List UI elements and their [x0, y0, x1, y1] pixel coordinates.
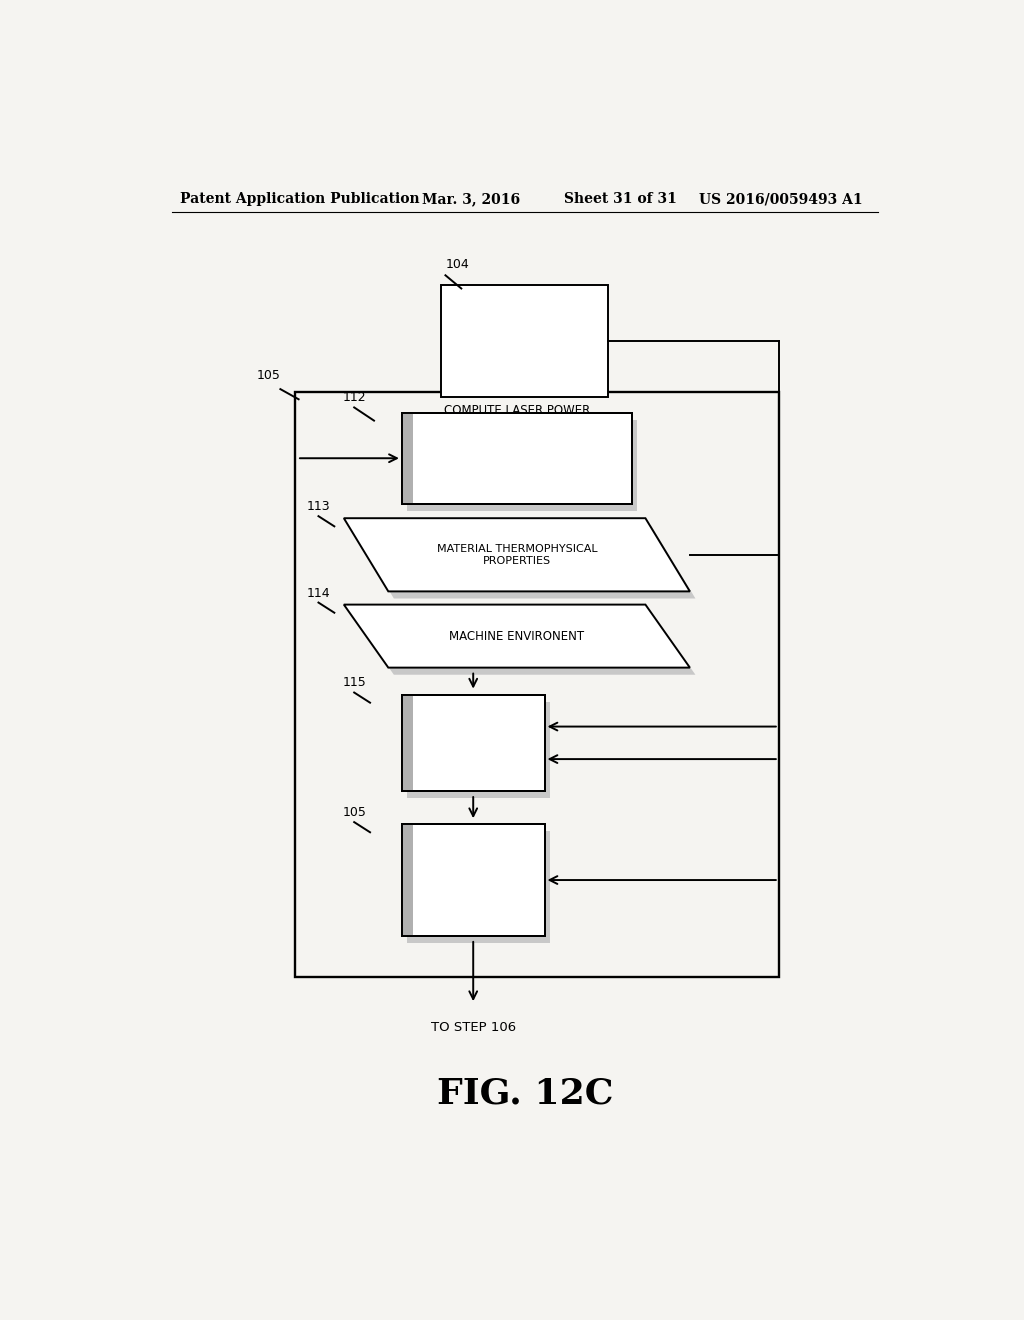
- Polygon shape: [344, 605, 690, 668]
- Text: ESTIMATE
REQUIRED
LASER
POWER: ESTIMATE REQUIRED LASER POWER: [449, 851, 510, 909]
- Text: Mar. 3, 2016: Mar. 3, 2016: [422, 191, 520, 206]
- Polygon shape: [349, 525, 695, 598]
- Text: COMPUTE LASER POWER: COMPUTE LASER POWER: [443, 404, 590, 417]
- Text: 104: 104: [445, 259, 469, 271]
- Bar: [408, 832, 550, 942]
- Bar: [401, 824, 413, 936]
- Bar: [441, 285, 608, 397]
- Text: Sheet 31 of 31: Sheet 31 of 31: [564, 191, 677, 206]
- Text: FIG. 12C: FIG. 12C: [436, 1077, 613, 1110]
- Bar: [295, 392, 779, 977]
- Bar: [401, 694, 545, 791]
- Text: COMPUTE
GEOMETRY
FACTOR: COMPUTE GEOMETRY FACTOR: [493, 319, 557, 363]
- Bar: [401, 694, 545, 791]
- Bar: [401, 413, 632, 504]
- Text: 112: 112: [342, 391, 366, 404]
- Bar: [408, 420, 638, 511]
- Text: MACHINE ENVIRONENT: MACHINE ENVIRONENT: [450, 630, 585, 643]
- Text: TO STEP 106: TO STEP 106: [431, 1020, 516, 1034]
- Text: US 2016/0059493 A1: US 2016/0059493 A1: [699, 191, 863, 206]
- Text: 114: 114: [306, 586, 330, 599]
- Text: 105: 105: [342, 807, 367, 818]
- Text: COMPUTE
ENERGY
BALANCE: COMPUTE ENERGY BALANCE: [451, 721, 509, 764]
- Polygon shape: [349, 611, 695, 675]
- Bar: [401, 824, 545, 936]
- Text: 115: 115: [342, 676, 366, 689]
- Bar: [401, 824, 545, 936]
- Text: Patent Application Publication: Patent Application Publication: [179, 191, 419, 206]
- Text: 113: 113: [306, 500, 330, 513]
- Bar: [401, 413, 632, 504]
- Bar: [401, 413, 413, 504]
- Text: MATERIAL THERMOPHYSICAL
PROPERTIES: MATERIAL THERMOPHYSICAL PROPERTIES: [436, 544, 597, 565]
- Text: 105: 105: [256, 370, 281, 381]
- Bar: [401, 694, 413, 791]
- Polygon shape: [344, 519, 690, 591]
- Bar: [408, 702, 550, 799]
- Text: MASS AND ENTHALPY
DATA FOR THE CURRENT
BUILD PROCESS: MASS AND ENTHALPY DATA FOR THE CURRENT B…: [456, 442, 594, 475]
